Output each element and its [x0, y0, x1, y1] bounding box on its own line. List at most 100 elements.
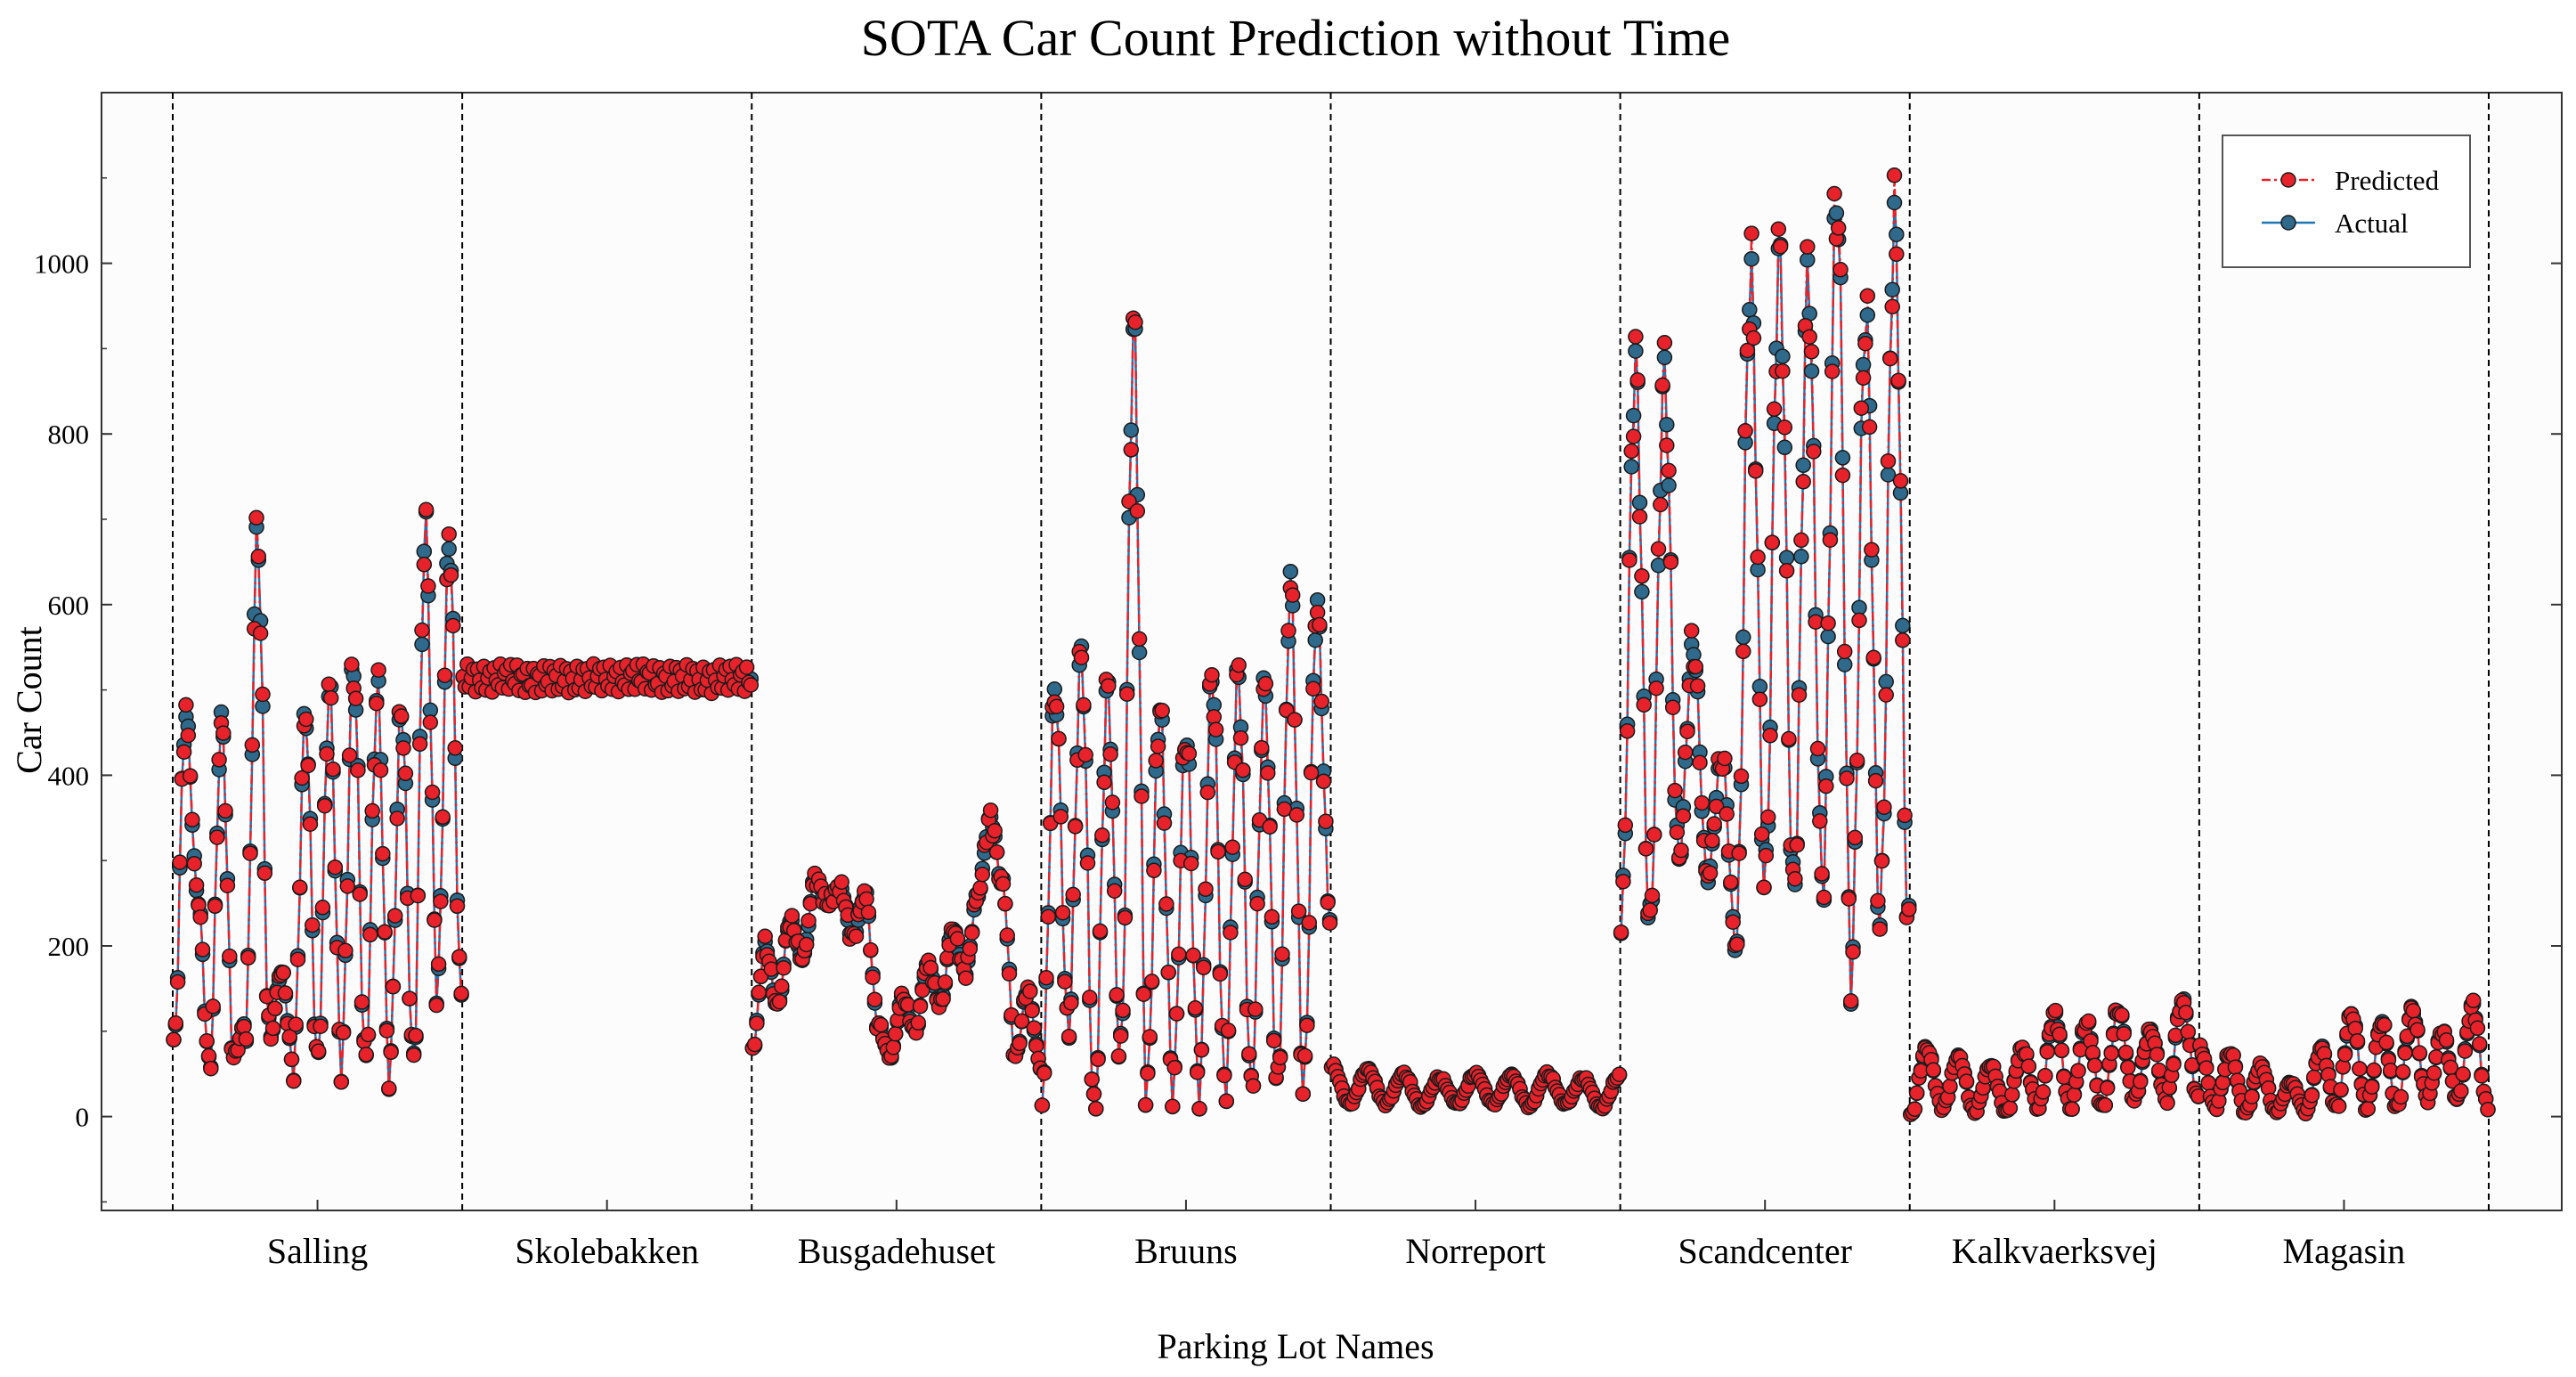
- predicted-point: [1299, 1017, 1315, 1033]
- actual-point: [416, 543, 433, 559]
- predicted-point: [1778, 563, 1795, 579]
- predicted-point: [1654, 377, 1670, 394]
- predicted-point: [1890, 372, 1906, 388]
- predicted-point: [393, 708, 410, 724]
- predicted-point: [2409, 1022, 2426, 1038]
- predicted-point: [310, 1043, 327, 1060]
- actual-point: [1625, 407, 1642, 424]
- predicted-point: [1305, 680, 1321, 697]
- predicted-point: [1257, 675, 1274, 692]
- actual-point: [1886, 194, 1903, 211]
- predicted-point: [1084, 1071, 1100, 1088]
- predicted-point: [347, 690, 364, 706]
- predicted-point: [1146, 862, 1162, 879]
- predicted-point: [757, 928, 773, 945]
- predicted-point: [1908, 1085, 1925, 1101]
- predicted-point: [2378, 1034, 2394, 1051]
- predicted-point: [1775, 363, 1791, 379]
- predicted-point: [1077, 746, 1093, 763]
- predicted-point: [1079, 855, 1096, 871]
- predicted-point: [2305, 1069, 2322, 1086]
- x-category-label: Kalkvaerksvej: [1952, 1231, 2158, 1271]
- predicted-point: [860, 904, 877, 921]
- predicted-point: [2227, 1059, 2244, 1075]
- predicted-point: [2047, 1002, 2064, 1019]
- predicted-point: [2364, 1079, 2380, 1095]
- predicted-point: [1085, 1086, 1102, 1103]
- predicted-point: [987, 823, 1003, 839]
- predicted-point: [1897, 807, 1913, 824]
- predicted-point: [178, 697, 194, 713]
- predicted-point: [1653, 496, 1669, 513]
- predicted-point: [453, 985, 469, 1002]
- predicted-point: [1625, 428, 1642, 444]
- predicted-point: [1694, 794, 1711, 811]
- predicted-point: [1092, 923, 1109, 940]
- predicted-point: [2178, 1004, 2194, 1021]
- predicted-point: [352, 886, 368, 902]
- predicted-point: [339, 878, 356, 894]
- predicted-point: [1751, 691, 1768, 707]
- predicted-point: [2352, 1061, 2368, 1077]
- predicted-point: [424, 784, 441, 801]
- predicted-point: [1290, 903, 1307, 919]
- predicted-point: [1142, 1029, 1158, 1045]
- predicted-point: [1104, 794, 1121, 811]
- predicted-point: [2360, 1101, 2376, 1117]
- predicted-point: [1191, 1101, 1207, 1117]
- predicted-point: [1942, 1078, 1958, 1095]
- predicted-point: [1857, 335, 1873, 352]
- predicted-point: [1110, 1048, 1127, 1064]
- predicted-point: [2149, 1047, 2166, 1063]
- predicted-point: [1216, 1067, 1232, 1084]
- predicted-point: [1692, 754, 1708, 770]
- predicted-point: [1737, 423, 1753, 439]
- predicted-point: [369, 695, 385, 712]
- predicted-point: [1806, 444, 1822, 460]
- predicted-point: [443, 566, 459, 583]
- predicted-point: [2037, 1067, 2053, 1084]
- predicted-point: [751, 984, 767, 1001]
- predicted-point: [199, 1033, 215, 1049]
- predicted-point: [1644, 887, 1661, 904]
- predicted-point: [1725, 914, 1741, 930]
- predicted-point: [447, 740, 463, 756]
- predicted-point: [1052, 809, 1069, 825]
- predicted-point: [264, 1020, 281, 1037]
- y-axis-ticks: 0 200 400 600 800 1000: [34, 177, 2562, 1203]
- predicted-point: [286, 1073, 302, 1089]
- predicted-point: [267, 1000, 283, 1016]
- predicted-point: [1747, 463, 1764, 479]
- predicted-point: [1841, 891, 1857, 907]
- predicted-point: [325, 761, 341, 778]
- predicted-point: [1156, 815, 1173, 831]
- predicted-point: [1073, 649, 1090, 665]
- legend-actual-label: Actual: [2335, 208, 2409, 239]
- predicted-point: [2002, 1100, 2019, 1116]
- legend-actual-marker: [2280, 215, 2296, 231]
- predicted-point: [1218, 1093, 1235, 1110]
- predicted-point: [865, 969, 881, 986]
- predicted-point: [1057, 974, 1073, 990]
- predicted-point: [169, 974, 186, 990]
- predicted-point: [1165, 1098, 1181, 1114]
- predicted-point: [302, 816, 319, 832]
- predicted-point: [449, 898, 466, 915]
- predicted-point: [2180, 1023, 2197, 1040]
- predicted-point: [378, 1023, 395, 1039]
- predicted-point: [1287, 712, 1303, 728]
- predicted-point: [1762, 728, 1778, 744]
- predicted-point: [1001, 966, 1018, 982]
- predicted-point: [1743, 225, 1759, 241]
- predicted-point: [1038, 969, 1054, 986]
- predicted-point: [1629, 372, 1646, 388]
- actual-point: [1800, 252, 1816, 268]
- predicted-point: [244, 737, 261, 754]
- predicted-point: [1702, 865, 1719, 882]
- predicted-point: [1096, 774, 1112, 791]
- predicted-point: [321, 676, 337, 692]
- predicted-point: [1745, 330, 1762, 346]
- predicted-point: [922, 959, 939, 976]
- actual-point: [1878, 673, 1894, 690]
- y-tick-label: 400: [48, 760, 90, 791]
